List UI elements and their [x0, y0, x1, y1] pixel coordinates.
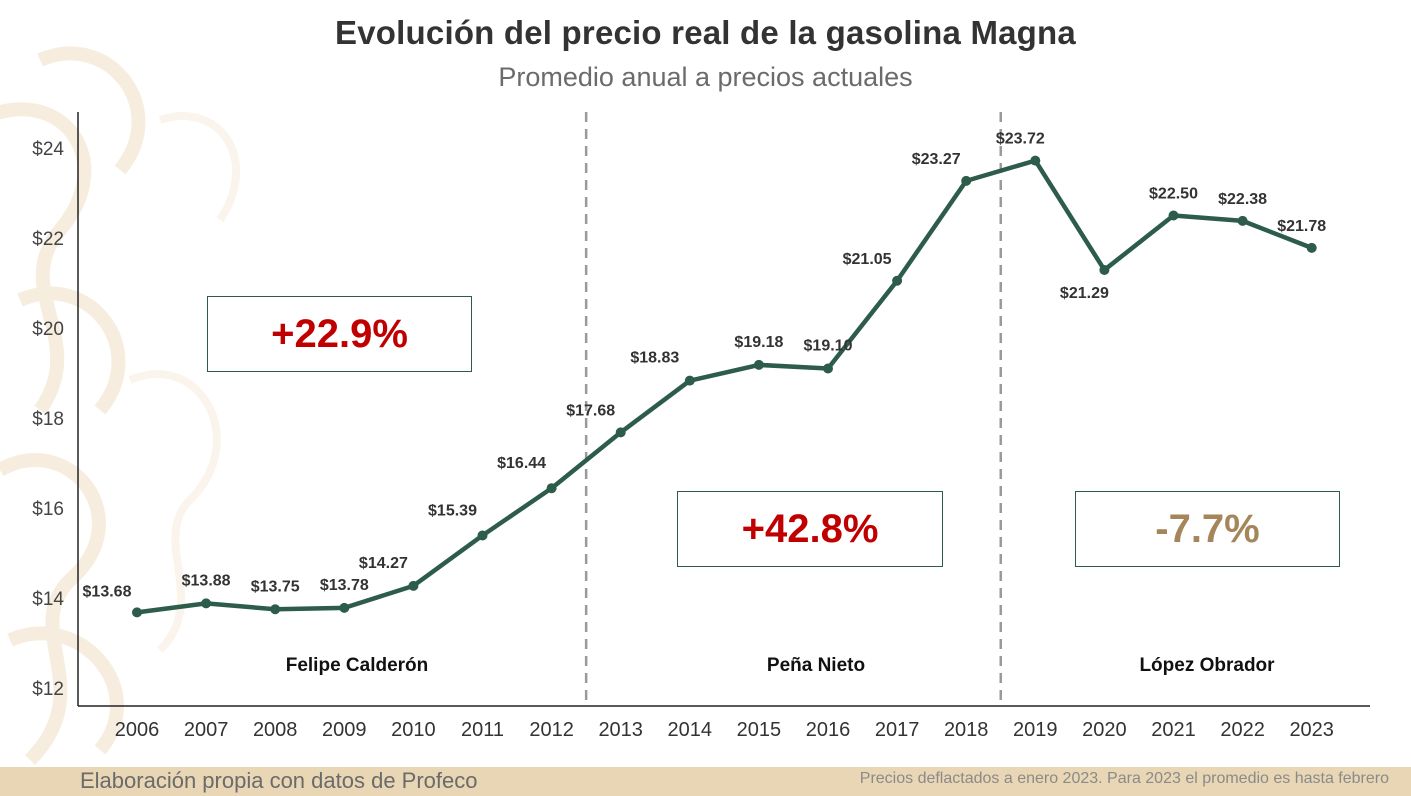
data-label: $21.29 [1060, 285, 1109, 302]
data-label: $22.50 [1149, 186, 1198, 203]
period-name-label: Peña Nieto [767, 655, 865, 676]
x-tick-label: 2014 [668, 719, 713, 741]
data-label: $13.75 [251, 578, 300, 595]
x-tick-label: 2016 [806, 719, 851, 741]
data-point [961, 175, 972, 186]
data-label: $19.10 [804, 338, 853, 355]
data-point [823, 363, 833, 374]
data-point [684, 375, 695, 386]
data-point [339, 602, 350, 613]
y-tick-label: $12 [32, 679, 64, 700]
data-label: $21.05 [843, 251, 892, 268]
data-label: $13.78 [320, 577, 369, 594]
y-tick-label: $16 [32, 499, 64, 520]
data-label: $13.88 [182, 572, 231, 589]
data-label: $23.72 [996, 131, 1045, 148]
data-point [892, 275, 903, 286]
x-tick-label: 2008 [253, 719, 298, 741]
data-point [270, 604, 281, 615]
x-tick-label: 2018 [944, 719, 989, 741]
data-point [615, 427, 626, 438]
y-tick-label: $14 [32, 589, 64, 610]
change-box-lopez-obrador: -7.7% [1075, 491, 1340, 567]
period-name-label: Felipe Calderón [286, 655, 429, 676]
y-tick-labels: $12 $14 $16 $18 $20 $22 $24 [32, 139, 64, 700]
chart-subtitle: Promedio anual a precios actuales [498, 62, 913, 92]
y-tick-label: $24 [32, 139, 64, 160]
x-tick-label: 2017 [875, 719, 920, 741]
x-tick-label: 2013 [598, 719, 643, 741]
x-tick-label: 2023 [1289, 719, 1334, 741]
x-tick-label: 2006 [115, 719, 160, 741]
x-tick-label: 2022 [1220, 719, 1265, 741]
y-tick-label: $22 [32, 229, 64, 250]
data-point [132, 607, 142, 618]
data-label: $18.83 [630, 350, 679, 367]
data-label: $19.18 [734, 334, 783, 351]
footer-note: Precios deflactados a enero 2023. Para 2… [859, 770, 1389, 787]
data-point [1168, 210, 1179, 221]
x-tick-label: 2021 [1151, 719, 1196, 741]
change-value-calderon: +22.9% [271, 311, 408, 356]
period-name-label: López Obrador [1139, 655, 1275, 676]
data-point [408, 580, 419, 591]
footer-source: Elaboración propia con datos de Profeco [80, 768, 478, 793]
data-label: $17.68 [566, 402, 615, 419]
x-tick-label: 2007 [184, 719, 229, 741]
y-tick-label: $18 [32, 409, 64, 430]
data-label: $16.44 [497, 455, 546, 472]
data-point [477, 530, 488, 541]
data-label: $21.78 [1277, 218, 1326, 235]
x-tick-label: 2015 [737, 719, 782, 741]
data-point [1030, 155, 1041, 166]
footer-bar [0, 767, 1411, 796]
y-tick-label: $20 [32, 319, 64, 340]
x-tick-label: 2010 [391, 719, 436, 741]
x-tick-label: 2011 [461, 719, 504, 741]
price-series [132, 155, 1317, 618]
data-point [753, 359, 764, 370]
data-point [1306, 242, 1317, 253]
data-point [546, 483, 557, 494]
data-point [1099, 264, 1110, 275]
data-point [1237, 215, 1248, 226]
x-tick-label: 2019 [1013, 719, 1058, 741]
period-labels: Felipe Calderón Peña Nieto López Obrador [286, 655, 1275, 676]
data-label: $22.38 [1218, 191, 1267, 208]
data-label: $15.39 [428, 502, 477, 519]
data-label: $23.27 [912, 151, 961, 168]
change-box-calderon: +22.9% [207, 296, 472, 372]
change-box-pena-nieto: +42.8% [677, 491, 943, 567]
series-line [134, 158, 1314, 615]
data-labels: $13.68 $13.88 $13.75 $13.78 $14.27 $15.39 $16.… [83, 131, 1327, 601]
change-value-pena-nieto: +42.8% [741, 506, 879, 551]
data-label: $14.27 [359, 555, 408, 572]
x-tick-labels: 2006 2007 2008 2009 2010 2011 2012 2013 2014 2015… [115, 719, 1334, 741]
chart-axes [77, 112, 1370, 707]
chart-title: Evolución del precio real de la gasolina… [335, 14, 1076, 51]
x-tick-label: 2012 [529, 719, 574, 741]
data-label: $13.68 [83, 583, 132, 600]
x-tick-label: 2009 [322, 719, 367, 741]
x-tick-label: 2020 [1082, 719, 1127, 741]
period-dividers [584, 112, 1002, 706]
change-value-lopez-obrador: -7.7% [1155, 506, 1260, 551]
data-point [201, 598, 212, 609]
